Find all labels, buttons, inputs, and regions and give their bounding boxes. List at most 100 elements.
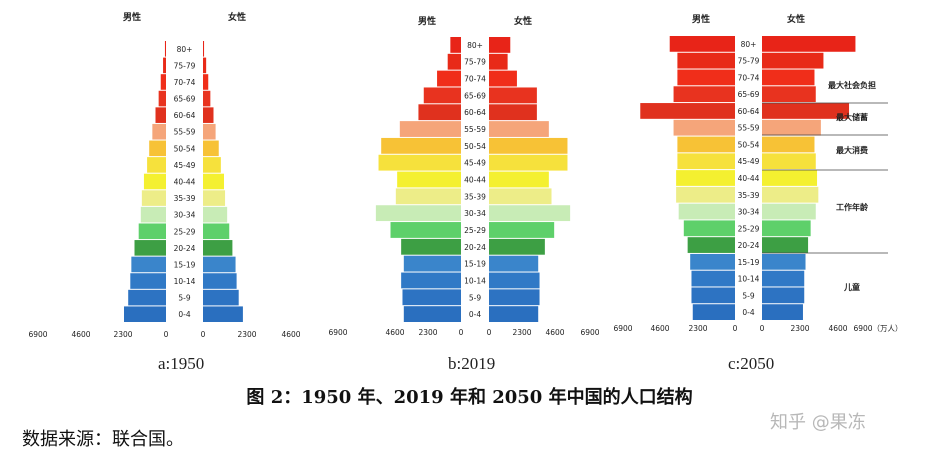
- female-bar-30-34: [203, 206, 228, 223]
- age-label: 40-44: [738, 174, 760, 183]
- age-label: 80+: [467, 41, 483, 50]
- watermark: 知乎 @果冻: [770, 412, 866, 433]
- female-bar-70-74: [762, 69, 815, 86]
- male-bar-30-34: [375, 205, 461, 222]
- female-bar-10-14: [489, 272, 540, 289]
- female-bar-10-14: [203, 273, 237, 289]
- female-bar-50-54: [203, 140, 219, 157]
- age-label: 80+: [177, 45, 193, 54]
- male-bar-80+: [669, 36, 735, 52]
- male-bar-15-19: [131, 256, 166, 273]
- male-bar-65-69: [673, 86, 735, 103]
- male-tick-label: 4600: [650, 324, 669, 333]
- female-bar-80+: [762, 36, 856, 52]
- male-bar-40-44: [397, 171, 461, 188]
- figure-title: 图 2：1950 年、2019 年和 2050 年中国的人口结构: [246, 387, 693, 408]
- female-bar-20-24: [762, 237, 809, 253]
- male-tick-label: 2300: [688, 324, 707, 333]
- male-bar-65-69: [423, 87, 461, 104]
- female-bar-20-24: [203, 240, 233, 256]
- female-bar-5-9: [762, 287, 805, 304]
- male-bar-45-49: [147, 157, 166, 173]
- female-bar-15-19: [203, 256, 236, 273]
- male-bar-35-39: [395, 188, 461, 205]
- female-bar-5-9: [203, 289, 239, 306]
- male-bar-55-59: [152, 123, 166, 140]
- female-bar-45-49: [762, 153, 816, 170]
- male-bar-5-9: [402, 289, 461, 306]
- age-label: 70-74: [738, 73, 760, 82]
- female-bar-5-9: [489, 289, 540, 306]
- female-bar-30-34: [489, 205, 571, 222]
- age-label: 60-64: [464, 108, 486, 117]
- male-bar-75-79: [677, 52, 735, 69]
- male-bar-75-79: [447, 53, 461, 70]
- male-bar-0-4: [692, 304, 735, 320]
- male-header: 男性: [418, 15, 436, 27]
- male-bar-30-34: [140, 206, 166, 223]
- age-label: 75-79: [464, 58, 486, 67]
- age-label: 35-39: [464, 192, 486, 201]
- female-bar-30-34: [762, 203, 816, 220]
- female-bar-45-49: [203, 157, 221, 173]
- male-bar-15-19: [690, 253, 735, 270]
- female-bar-25-29: [762, 220, 811, 237]
- female-bar-0-4: [203, 306, 243, 322]
- age-label: 25-29: [174, 227, 196, 236]
- age-label: 45-49: [738, 157, 760, 166]
- male-bar-55-59: [399, 121, 461, 137]
- male-bar-60-64: [418, 104, 461, 121]
- female-bar-50-54: [489, 137, 568, 154]
- female-tick-label: 0: [487, 328, 492, 337]
- female-bar-40-44: [203, 173, 224, 190]
- female-tick-label: 2300: [512, 328, 531, 337]
- female-bar-0-4: [762, 304, 803, 320]
- male-header: 男性: [123, 11, 141, 23]
- male-bar-15-19: [403, 255, 461, 272]
- annotation-label: 儿童: [843, 282, 860, 292]
- age-label: 65-69: [174, 95, 196, 104]
- age-label: 25-29: [464, 226, 486, 235]
- female-bar-75-79: [489, 53, 508, 70]
- age-label: 25-29: [738, 224, 760, 233]
- male-bar-50-54: [381, 137, 461, 154]
- male-bar-75-79: [163, 57, 166, 74]
- male-bar-5-9: [691, 287, 735, 304]
- female-bar-25-29: [489, 222, 555, 238]
- female-tick-label: 2300: [237, 330, 256, 339]
- age-label: 0-4: [469, 310, 481, 319]
- male-bar-25-29: [390, 222, 461, 238]
- age-label: 5-9: [178, 294, 190, 303]
- female-bar-40-44: [762, 170, 818, 186]
- male-tick-label: 0: [164, 330, 169, 339]
- age-label: 70-74: [464, 75, 486, 84]
- female-bar-70-74: [203, 74, 209, 90]
- age-label: 0-4: [742, 308, 754, 317]
- male-bar-10-14: [401, 272, 461, 289]
- male-bar-25-29: [138, 223, 166, 240]
- male-bar-55-59: [673, 119, 735, 136]
- female-bar-75-79: [203, 57, 207, 74]
- male-bar-20-24: [687, 237, 735, 253]
- age-label: 50-54: [174, 144, 196, 153]
- data-source: 数据来源：联合国。: [22, 429, 184, 450]
- age-label: 60-64: [738, 107, 760, 116]
- male-tick-label: 2300: [418, 328, 437, 337]
- male-bar-50-54: [677, 136, 735, 153]
- female-bar-55-59: [762, 119, 821, 136]
- female-header: 女性: [514, 15, 532, 27]
- female-bar-55-59: [489, 121, 549, 137]
- female-bar-65-69: [762, 86, 816, 103]
- age-label: 75-79: [174, 61, 196, 70]
- age-label: 40-44: [174, 178, 196, 187]
- female-bar-60-64: [762, 103, 850, 119]
- male-tick-label: 6900: [28, 330, 47, 339]
- female-bar-70-74: [489, 70, 517, 87]
- female-bar-20-24: [489, 238, 545, 255]
- male-bar-70-74: [677, 69, 735, 86]
- male-bar-40-44: [143, 173, 166, 190]
- male-bar-10-14: [691, 270, 735, 287]
- age-label: 65-69: [464, 91, 486, 100]
- female-tick-label: 2300: [790, 324, 809, 333]
- age-label: 50-54: [738, 140, 760, 149]
